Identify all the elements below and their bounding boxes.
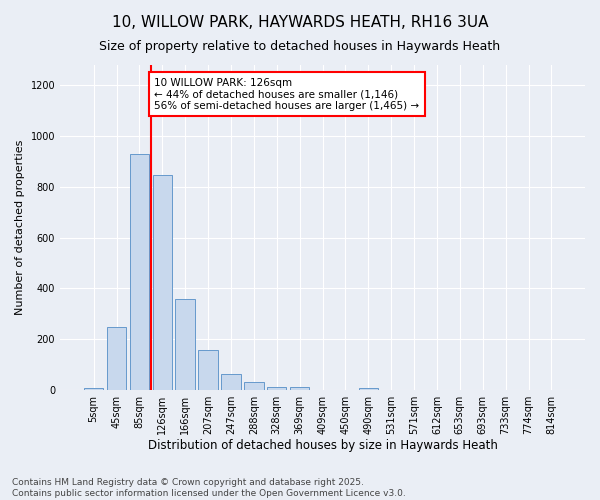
Bar — [290, 387, 310, 390]
Bar — [359, 388, 378, 390]
Bar — [267, 387, 286, 390]
Y-axis label: Number of detached properties: Number of detached properties — [15, 140, 25, 315]
Text: Contains HM Land Registry data © Crown copyright and database right 2025.
Contai: Contains HM Land Registry data © Crown c… — [12, 478, 406, 498]
Bar — [107, 327, 126, 390]
Text: 10 WILLOW PARK: 126sqm
← 44% of detached houses are smaller (1,146)
56% of semi-: 10 WILLOW PARK: 126sqm ← 44% of detached… — [154, 78, 419, 111]
Bar — [221, 374, 241, 390]
Bar — [199, 350, 218, 390]
Bar — [175, 299, 195, 390]
X-axis label: Distribution of detached houses by size in Haywards Heath: Distribution of detached houses by size … — [148, 440, 497, 452]
Text: 10, WILLOW PARK, HAYWARDS HEATH, RH16 3UA: 10, WILLOW PARK, HAYWARDS HEATH, RH16 3U… — [112, 15, 488, 30]
Bar — [84, 388, 103, 390]
Bar — [244, 382, 263, 390]
Text: Size of property relative to detached houses in Haywards Heath: Size of property relative to detached ho… — [100, 40, 500, 53]
Bar — [152, 176, 172, 390]
Bar — [130, 154, 149, 390]
